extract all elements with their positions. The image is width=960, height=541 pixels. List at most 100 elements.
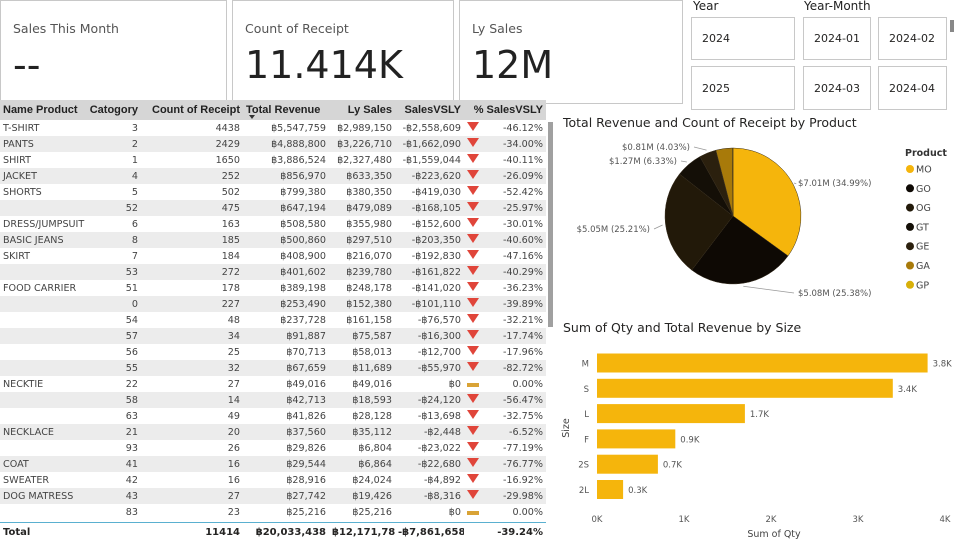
table-row[interactable]: T-SHIRT 3 4438 ฿5,547,759 ฿2,989,150 -฿2,558,…: [0, 120, 546, 136]
month-2024-02-tile[interactable]: 2024-02: [878, 17, 947, 60]
legend-item-go[interactable]: GO: [916, 184, 931, 195]
legend-marker-gp[interactable]: [906, 280, 914, 289]
table-row[interactable]: 93 26 ฿29,826 ฿6,804 -฿23,022 -77.19%: [0, 440, 546, 456]
legend-marker-ga[interactable]: [906, 261, 914, 270]
ly-sales-card: Ly Sales 12M: [459, 0, 683, 104]
cell-total-revenue: ฿856,970: [280, 170, 326, 182]
down-triangle-icon: [464, 346, 480, 358]
cell-count-of-receipt: 23: [227, 506, 240, 518]
cell-ly-sales: ฿28,128: [352, 410, 392, 422]
table-row[interactable]: SKIRT 7 184 ฿408,900 ฿216,070 -฿192,830 -47.16…: [0, 248, 546, 264]
table-row[interactable]: DOG MATRESS 43 27 ฿27,742 ฿19,426 -฿8,316 -29.…: [0, 488, 546, 504]
legend-item-gt[interactable]: GT: [916, 222, 929, 233]
table-row[interactable]: BASIC JEANS 8 185 ฿500,860 ฿297,510 -฿203,350…: [0, 232, 546, 248]
legend-marker-mo[interactable]: [906, 165, 914, 173]
bar-2l[interactable]: [597, 480, 624, 499]
table-row[interactable]: 53 272 ฿401,602 ฿239,780 -฿161,822 -40.29%: [0, 264, 546, 280]
down-triangle-icon: [467, 442, 479, 451]
cell-count-of-receipt: 27: [227, 490, 240, 502]
table-row[interactable]: 57 34 ฿91,887 ฿75,587 -฿16,300 -17.74%: [0, 328, 546, 344]
cell-total-revenue: ฿3,886,524: [271, 154, 326, 166]
cell-pct-salesvsly: -82.72%: [502, 362, 543, 374]
cell-pct-salesvsly: -17.74%: [502, 330, 543, 342]
month-2024-04-tile[interactable]: 2024-04: [878, 66, 947, 110]
col-ly-sales[interactable]: Ly Sales: [347, 104, 392, 116]
cell-total-revenue: ฿5,547,759: [271, 122, 326, 134]
year-2024-tile[interactable]: 2024: [691, 17, 795, 60]
legend-marker-go[interactable]: [906, 184, 914, 193]
table-row[interactable]: SHORTS 5 502 ฿799,380 ฿380,350 -฿419,030 -52.4…: [0, 184, 546, 200]
slicer-scrollbar[interactable]: [950, 20, 954, 32]
cell-total-revenue: ฿237,728: [280, 314, 326, 326]
cell-salesvsly: -฿192,830: [411, 250, 461, 262]
table-row[interactable]: 83 23 ฿25,216 ฿25,216 ฿0 0.00%: [0, 504, 546, 520]
down-triangle-icon: [464, 410, 480, 422]
col-salesvsly[interactable]: SalesVSLY: [404, 104, 461, 116]
year-2025-tile[interactable]: 2025: [691, 66, 795, 110]
bar-data-label: 0.3K: [628, 486, 648, 496]
cell-catogory: 83: [125, 506, 138, 518]
cell-catogory: 52: [125, 202, 138, 214]
card-label: Ly Sales: [472, 21, 523, 36]
table-row[interactable]: 63 49 ฿41,826 ฿28,128 -฿13,698 -32.75%: [0, 408, 546, 424]
legend-marker-og[interactable]: [906, 203, 914, 212]
table-row[interactable]: COAT 41 16 ฿29,544 ฿6,864 -฿22,680 -76.77%: [0, 456, 546, 472]
total-salesvsly: -฿7,861,658: [398, 526, 464, 538]
table-row[interactable]: 58 14 ฿42,713 ฿18,593 -฿24,120 -56.47%: [0, 392, 546, 408]
down-triangle-icon: [467, 202, 479, 211]
down-triangle-icon: [464, 426, 480, 438]
table-row[interactable]: 0 227 ฿253,490 ฿152,380 -฿101,110 -39.89%: [0, 296, 546, 312]
bar-l[interactable]: [597, 404, 745, 424]
bar-f[interactable]: [597, 429, 676, 449]
col-catogory[interactable]: Catogory: [89, 104, 138, 116]
legend-marker-gt[interactable]: [906, 222, 914, 231]
legend-item-og[interactable]: OG: [916, 203, 931, 214]
cell-salesvsly: -฿8,316: [423, 490, 461, 502]
down-triangle-icon: [467, 458, 479, 467]
table-scrollbar[interactable]: [548, 122, 553, 327]
table-row[interactable]: 52 475 ฿647,194 ฿479,089 -฿168,105 -25.97%: [0, 200, 546, 216]
bar-2s[interactable]: [597, 454, 658, 474]
table-row[interactable]: SHIRT 1 1650 ฿3,886,524 ฿2,327,480 -฿1,559,04…: [0, 152, 546, 168]
cell-catogory: 21: [125, 426, 138, 438]
cell-pct-salesvsly: -40.29%: [502, 266, 543, 278]
legend-item-gp[interactable]: GP: [916, 280, 929, 291]
cell-catogory: 58: [125, 394, 138, 406]
down-triangle-icon: [464, 314, 480, 326]
pie-slice-gp[interactable]: [732, 147, 734, 217]
cell-catogory: 4: [131, 170, 138, 182]
table-row[interactable]: 54 48 ฿237,728 ฿161,158 -฿76,570 -32.21%: [0, 312, 546, 328]
cell-ly-sales: ฿35,112: [352, 426, 392, 438]
table-row[interactable]: PANTS 2 2429 ฿4,888,800 ฿3,226,710 -฿1,662,09…: [0, 136, 546, 152]
col-pct-salesvsly[interactable]: % SalesVSLY: [473, 104, 543, 116]
table-row[interactable]: DRESS/JUMPSUIT 6 163 ฿508,580 ฿355,980 -฿152,…: [0, 216, 546, 232]
legend-marker-ge[interactable]: [906, 242, 914, 251]
y-axis-label: Size: [561, 418, 572, 438]
cell-salesvsly: -฿22,680: [417, 458, 461, 470]
cell-pct-salesvsly: -40.11%: [502, 154, 543, 166]
pie-slice-go[interactable]: [691, 215, 789, 285]
month-2024-01-tile[interactable]: 2024-01: [803, 17, 871, 60]
bar-m[interactable]: [597, 353, 928, 373]
table-row[interactable]: FOOD CARRIER 51 178 ฿389,198 ฿248,178 -฿141,0…: [0, 280, 546, 296]
col-total-revenue[interactable]: Total Revenue: [243, 104, 329, 116]
col-name-product[interactable]: Name Product: [3, 104, 78, 116]
pie-slice-mo[interactable]: [732, 147, 802, 257]
bar-s[interactable]: [597, 378, 893, 398]
table-row[interactable]: SWEATER 42 16 ฿28,916 ฿24,024 -฿4,892 -16.92%: [0, 472, 546, 488]
cell-salesvsly: -฿76,570: [417, 314, 461, 326]
table-row[interactable]: 56 25 ฿70,713 ฿58,013 -฿12,700 -17.96%: [0, 344, 546, 360]
legend-item-mo[interactable]: MO: [916, 165, 932, 176]
table-row[interactable]: JACKET 4 252 ฿856,970 ฿633,350 -฿223,620 -26.0…: [0, 168, 546, 184]
col-count-of-receipt[interactable]: Count of Receipt: [152, 104, 240, 116]
legend-item-ge[interactable]: GE: [916, 242, 929, 253]
cell-catogory: 6: [131, 218, 138, 230]
cell-ly-sales: ฿6,864: [358, 458, 392, 470]
month-2024-03-tile[interactable]: 2024-03: [803, 66, 871, 110]
legend-item-ga[interactable]: GA: [916, 261, 930, 272]
pie-slice-og[interactable]: [664, 173, 734, 271]
table-row[interactable]: 55 32 ฿67,659 ฿11,689 -฿55,970 -82.72%: [0, 360, 546, 376]
pie-data-label: $0.81M (4.03%): [622, 143, 690, 153]
table-row[interactable]: NECKLACE 21 20 ฿37,560 ฿35,112 -฿2,448 -6.52%: [0, 424, 546, 440]
table-row[interactable]: NECKTIE 22 27 ฿49,016 ฿49,016 ฿0 0.00%: [0, 376, 546, 392]
